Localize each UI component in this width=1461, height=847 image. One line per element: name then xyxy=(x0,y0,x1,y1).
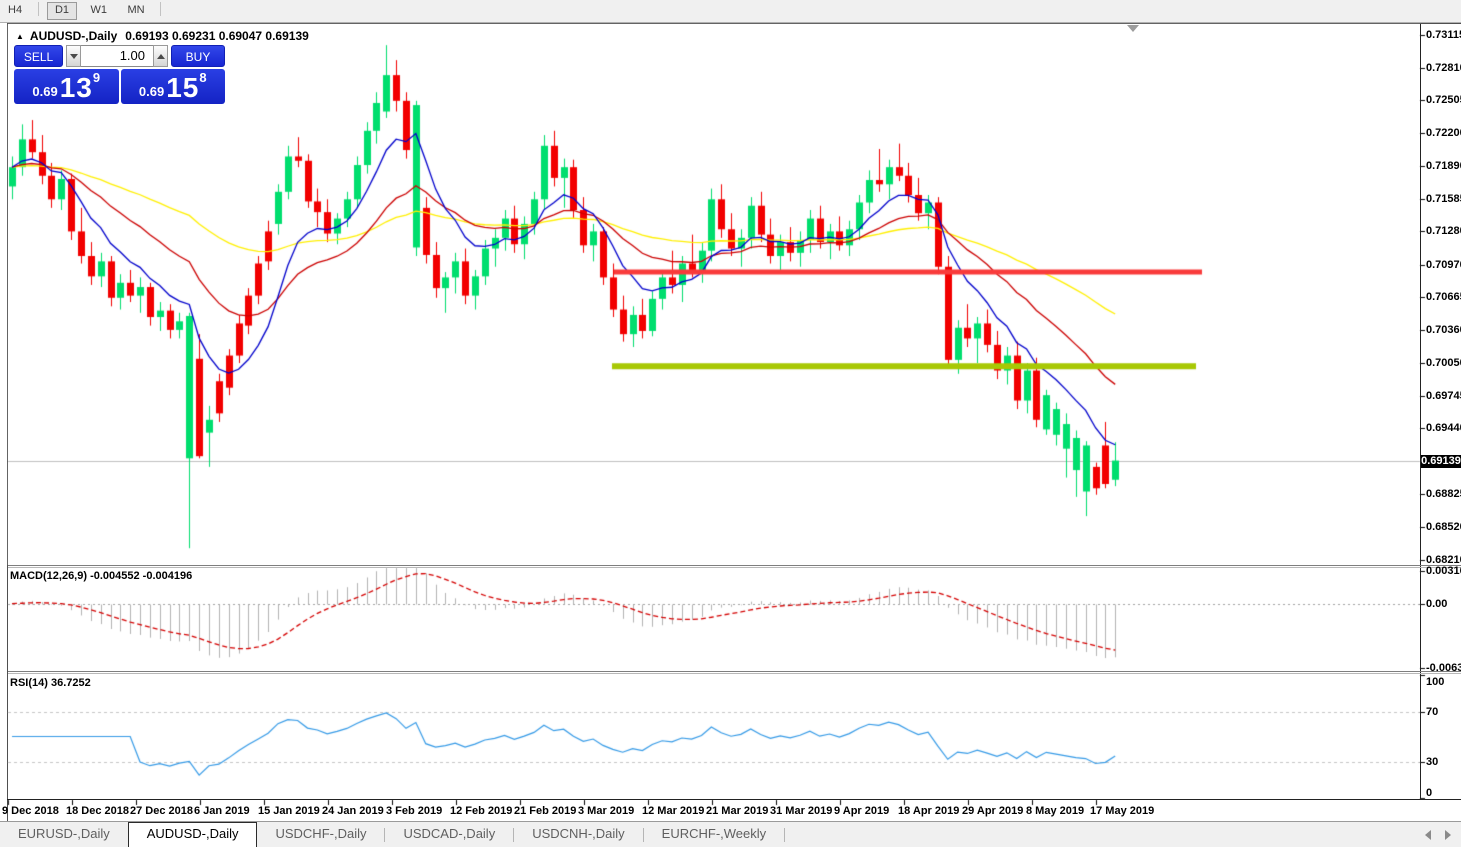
macd-panel-separator[interactable] xyxy=(8,565,1461,566)
price-axis-label: 0.69745 xyxy=(1426,389,1461,402)
sell-price-big: 13 xyxy=(59,72,93,103)
sell-price-sup: 9 xyxy=(92,70,101,85)
arrow-down-icon xyxy=(70,54,78,59)
date-axis-label: 31 Mar 2019 xyxy=(770,805,833,817)
arrow-up-icon xyxy=(157,54,165,59)
tab-divider xyxy=(642,828,644,842)
price-axis-label: 0.70665 xyxy=(1426,291,1461,304)
chart-window-icon: ▲ xyxy=(16,32,24,41)
timeframe-w1-button[interactable]: W1 xyxy=(90,4,107,16)
buy-button[interactable]: BUY xyxy=(171,45,225,67)
macd-axis-label: 0.003164 xyxy=(1426,565,1461,578)
tab-divider xyxy=(384,828,386,842)
tab-scroll-left-icon[interactable] xyxy=(1425,829,1431,840)
tab-scroll-controls xyxy=(1425,822,1461,847)
date-axis-label: 15 Jan 2019 xyxy=(258,805,320,817)
period-toolbar: H4 D1 W1 MN xyxy=(0,0,1461,23)
date-axis-label: 9 Apr 2019 xyxy=(834,805,890,817)
current-price-badge: 0.69139 xyxy=(1421,454,1461,468)
date-axis-label: 29 Apr 2019 xyxy=(962,805,1024,817)
buy-price-big: 15 xyxy=(166,72,200,103)
buy-price-prefix: 0.69 xyxy=(138,84,165,99)
sell-button[interactable]: SELL xyxy=(14,45,63,67)
tab-scroll-right-icon[interactable] xyxy=(1445,829,1451,840)
price-axis-label: 0.72505 xyxy=(1426,94,1461,107)
date-axis-label: 6 Jan 2019 xyxy=(194,805,250,817)
date-axis-label: 3 Mar 2019 xyxy=(578,805,635,817)
date-axis-label: 18 Apr 2019 xyxy=(898,805,960,817)
volume-increase-button[interactable] xyxy=(153,45,168,67)
timeframe-mn-button[interactable]: MN xyxy=(127,4,145,16)
date-axis-label: 12 Mar 2019 xyxy=(642,805,705,817)
date-axis-label: 8 May 2019 xyxy=(1026,805,1085,817)
date-axis-label: 18 Dec 2018 xyxy=(66,805,129,817)
volume-decrease-button[interactable] xyxy=(66,45,81,67)
chart-tab-audusd-daily[interactable]: AUDUSD-,Daily xyxy=(127,822,258,847)
chart-tab-eurusd-daily[interactable]: EURUSD-,Daily xyxy=(18,826,110,841)
volume-input[interactable]: 1.00 xyxy=(81,45,153,67)
date-axis-label: 21 Mar 2019 xyxy=(706,805,769,817)
price-axis-label: 0.71585 xyxy=(1426,192,1461,205)
toolbar-divider xyxy=(160,1,161,16)
chart-tab-usdcnh-daily[interactable]: USDCNH-,Daily xyxy=(532,826,625,841)
date-axis-label: 3 Feb 2019 xyxy=(386,805,443,817)
date-axis-label: 9 Dec 2018 xyxy=(2,805,59,817)
date-axis-label: 21 Feb 2019 xyxy=(514,805,577,817)
rsi-indicator-label: RSI(14) 36.7252 xyxy=(10,677,91,689)
macd-axis-label: 0.00 xyxy=(1426,597,1448,610)
rsi-panel-separator-inner xyxy=(8,673,1461,674)
rsi-axis-label: 30 xyxy=(1426,755,1439,768)
tab-divider xyxy=(784,828,786,842)
date-axis-label: 12 Feb 2019 xyxy=(450,805,513,817)
sell-price-prefix: 0.69 xyxy=(32,84,58,99)
timeframe-d1-button[interactable]: D1 xyxy=(46,2,78,20)
price-axis-label: 0.73115 xyxy=(1426,29,1461,41)
scroll-anchor-icon[interactable] xyxy=(1127,25,1139,32)
chart-tab-usdchf-daily[interactable]: USDCHF-,Daily xyxy=(275,826,367,841)
chart-tab-bar: EURUSD-,Daily AUDUSD-,Daily USDCHF-,Daily U… xyxy=(0,821,1461,847)
macd-indicator-label: MACD(12,26,9) -0.004552 -0.004196 xyxy=(10,570,193,582)
timeframe-h4-button[interactable]: H4 xyxy=(8,4,23,16)
rsi-axis-label: 100 xyxy=(1426,676,1445,688)
chart-tab-eurchf-weekly[interactable]: EURCHF-,Weekly xyxy=(661,826,767,841)
tab-divider xyxy=(513,828,515,842)
macd-axis-label: -0.006317 xyxy=(1426,662,1461,675)
rsi-axis-label: 0 xyxy=(1426,787,1433,799)
chart-title: ▲ AUDUSD-,Daily 0.69193 0.69231 0.69047 0.… xyxy=(16,29,309,43)
toolbar-divider xyxy=(37,1,39,16)
date-axis-label: 17 May 2019 xyxy=(1090,805,1155,817)
date-axis-border xyxy=(7,799,1461,800)
date-axis-label: 24 Jan 2019 xyxy=(322,805,384,817)
chart-tab-usdcad-daily[interactable]: USDCAD-,Daily xyxy=(403,826,496,841)
chart-ohlc-values: 0.69193 0.69231 0.69047 0.69139 xyxy=(125,29,309,43)
date-axis-label: 27 Dec 2018 xyxy=(130,805,193,817)
buy-price-box[interactable]: 0.69 15 8 xyxy=(120,69,225,104)
chart-symbol-label: AUDUSD-,Daily xyxy=(29,29,118,43)
chart-tabs: EURUSD-,Daily AUDUSD-,Daily USDCHF-,Daily U… xyxy=(0,822,786,847)
price-axis-label: 0.68825 xyxy=(1426,488,1461,501)
sell-price-box[interactable]: 0.69 13 9 xyxy=(14,69,119,104)
buy-price-sup: 8 xyxy=(199,70,207,85)
rsi-panel-separator[interactable] xyxy=(8,671,1461,672)
one-click-trading-panel: SELL 1.00 BUY 0.69 13 9 0.69 15 8 xyxy=(14,45,225,104)
price-axis-border xyxy=(1420,24,1421,800)
macd-panel-separator-inner xyxy=(8,567,1461,568)
rsi-axis-label: 70 xyxy=(1426,705,1439,718)
